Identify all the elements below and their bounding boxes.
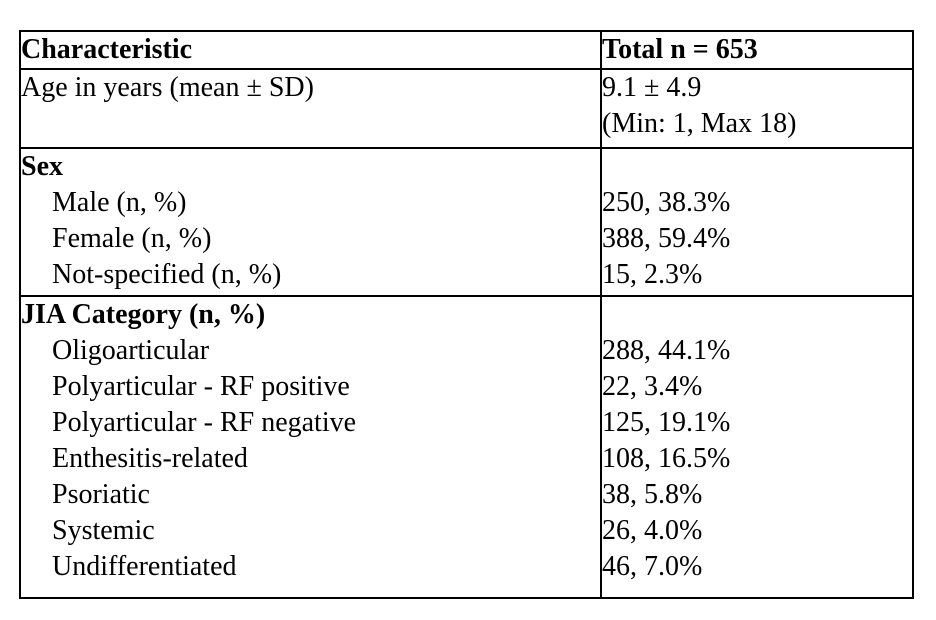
sex-female-label: Female (n, %) xyxy=(52,223,212,254)
jia-poly-rf-negative-label: Polyarticular - RF negative xyxy=(52,407,357,438)
jia-psoriatic-label: Psoriatic xyxy=(52,479,150,510)
sex-male-label: Male (n, %) xyxy=(52,187,187,218)
jia-enthesitis-related-value: 108, 16.5% xyxy=(602,443,731,474)
age-value-mean-sd: 9.1 ± 4.9 xyxy=(602,72,702,103)
jia-systemic-value: 26, 4.0% xyxy=(602,515,703,546)
characteristics-table: Characteristic Total n = 653 Age in year… xyxy=(19,30,914,599)
sex-section-row: Sex Male (n, %) Female (n, %) Not-specif… xyxy=(20,148,913,297)
jia-poly-rf-positive-value: 22, 3.4% xyxy=(602,371,703,402)
characteristic-column-header: Characteristic xyxy=(21,34,193,65)
jia-section-title: JIA Category (n, %) xyxy=(21,299,266,330)
age-row: Age in years (mean ± SD) 9.1 ± 4.9 (Min:… xyxy=(20,69,913,149)
sex-not-specified-value: 15, 2.3% xyxy=(602,259,703,290)
sex-female-value: 388, 59.4% xyxy=(602,223,731,254)
jia-undifferentiated-label: Undifferentiated xyxy=(52,551,237,582)
spacer xyxy=(602,297,912,333)
total-column-header: Total n = 653 xyxy=(602,34,758,65)
jia-poly-rf-positive-label: Polyarticular - RF positive xyxy=(52,371,350,402)
sex-male-value: 250, 38.3% xyxy=(602,187,731,218)
jia-poly-rf-negative-value: 125, 19.1% xyxy=(602,407,731,438)
jia-oligoarticular-value: 288, 44.1% xyxy=(602,335,731,366)
jia-section-row: JIA Category (n, %) Oligoarticular Polya… xyxy=(20,296,913,598)
jia-oligoarticular-label: Oligoarticular xyxy=(52,335,210,366)
sex-section-title: Sex xyxy=(21,151,63,182)
sex-not-specified-label: Not-specified (n, %) xyxy=(52,259,282,290)
spacer xyxy=(602,149,912,185)
jia-systemic-label: Systemic xyxy=(52,515,155,546)
jia-psoriatic-value: 38, 5.8% xyxy=(602,479,703,510)
jia-undifferentiated-value: 46, 7.0% xyxy=(602,551,703,582)
jia-enthesitis-related-label: Enthesitis-related xyxy=(52,443,248,474)
table-header-row: Characteristic Total n = 653 xyxy=(20,31,913,70)
age-value-min-max: (Min: 1, Max 18) xyxy=(602,108,797,139)
age-label: Age in years (mean ± SD) xyxy=(21,72,314,103)
